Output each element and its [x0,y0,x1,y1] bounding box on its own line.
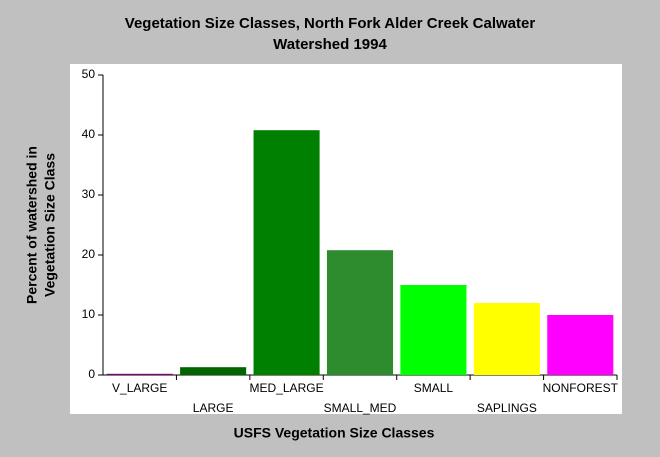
bar [180,367,247,375]
y-axis-title: Percent of watershed in [24,146,40,304]
chart-title: Watershed 1994 [273,36,387,53]
x-tick-label: LARGE [193,401,234,415]
y-tick-label: 10 [82,307,96,321]
y-tick-label: 30 [82,187,96,201]
y-tick-label: 40 [82,127,96,141]
chart-title: Vegetation Size Classes, North Fork Alde… [125,15,536,32]
x-tick-label: SMALL [414,381,454,395]
x-tick-label: MED_LARGE [250,381,324,395]
y-tick-label: 0 [88,367,95,381]
bar [253,130,320,375]
x-axis-title: USFS Vegetation Size Classes [234,425,435,441]
bar [106,373,173,375]
x-tick-label: V_LARGE [112,381,167,395]
y-tick-label: 20 [82,247,96,261]
bar [326,250,394,375]
y-tick-label: 50 [82,67,96,81]
x-tick-label: SMALL_MED [324,401,397,415]
bar [547,315,614,375]
x-tick-label: NONFOREST [543,381,619,395]
x-tick-label: SAPLINGS [477,401,537,415]
bar [400,285,467,375]
bar [473,303,540,375]
y-axis-title: Vegetation Size Class [42,153,58,297]
